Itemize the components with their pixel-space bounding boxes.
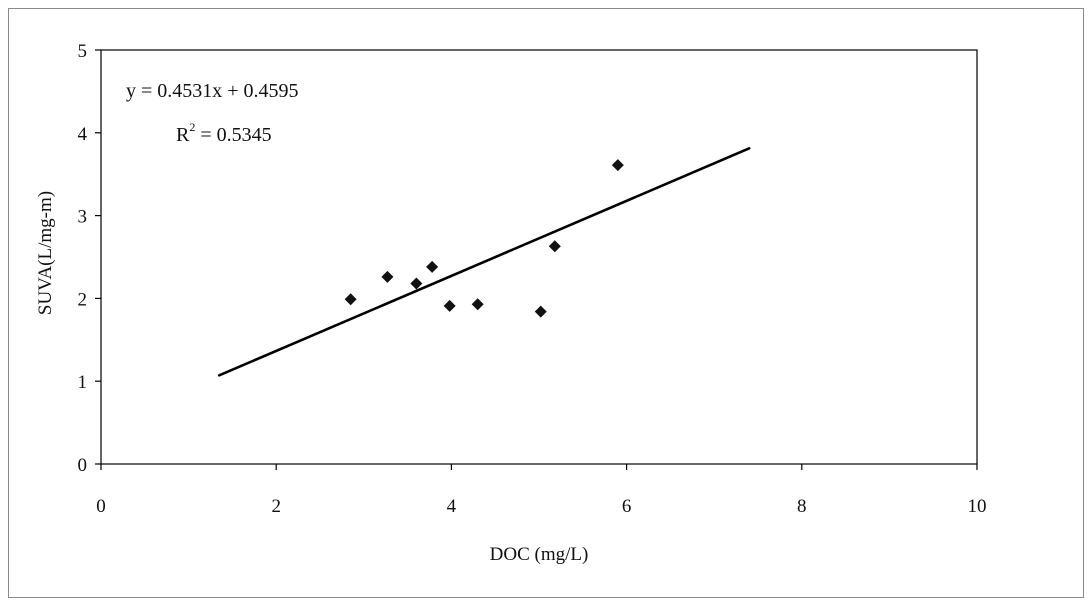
r-squared-label: R2 = 0.5345 bbox=[176, 120, 272, 146]
y-axis-title: SUVA(L/mg-m) bbox=[35, 191, 56, 315]
y-tick-label: 0 bbox=[78, 455, 88, 476]
x-tick-label: 10 bbox=[968, 496, 987, 517]
y-tick-label: 3 bbox=[78, 207, 88, 228]
data-point bbox=[471, 298, 484, 311]
data-point bbox=[344, 293, 357, 306]
r-squared-letter: R bbox=[176, 124, 190, 146]
trendline-equation: y = 0.4531x + 0.4595 bbox=[126, 80, 299, 102]
tick-labels: 0 2 4 6 8 10 0 1 2 3 4 5 bbox=[78, 41, 987, 517]
data-point bbox=[548, 240, 561, 253]
axis-ticks bbox=[95, 49, 978, 470]
data-point bbox=[534, 305, 547, 318]
x-tick-label: 8 bbox=[797, 496, 807, 517]
x-tick-label: 6 bbox=[622, 496, 632, 517]
data-point bbox=[611, 159, 624, 172]
x-tick-label: 0 bbox=[96, 496, 106, 517]
r-squared-value: = 0.5345 bbox=[195, 124, 271, 146]
r-squared-exponent: 2 bbox=[189, 120, 195, 134]
trendline bbox=[217, 147, 751, 377]
data-points bbox=[344, 159, 624, 318]
trendline-layer bbox=[217, 147, 751, 377]
data-point bbox=[381, 270, 394, 283]
y-tick-label: 1 bbox=[78, 372, 88, 393]
x-axis-title: DOC (mg/L) bbox=[490, 544, 589, 565]
data-point bbox=[443, 299, 456, 312]
plot-area bbox=[100, 49, 978, 465]
x-tick-label: 2 bbox=[271, 496, 281, 517]
y-tick-label: 5 bbox=[78, 41, 88, 62]
data-point bbox=[426, 260, 439, 273]
data-point bbox=[410, 277, 423, 290]
x-tick-label: 4 bbox=[447, 496, 457, 517]
y-tick-label: 2 bbox=[78, 289, 88, 310]
y-tick-label: 4 bbox=[78, 124, 88, 145]
